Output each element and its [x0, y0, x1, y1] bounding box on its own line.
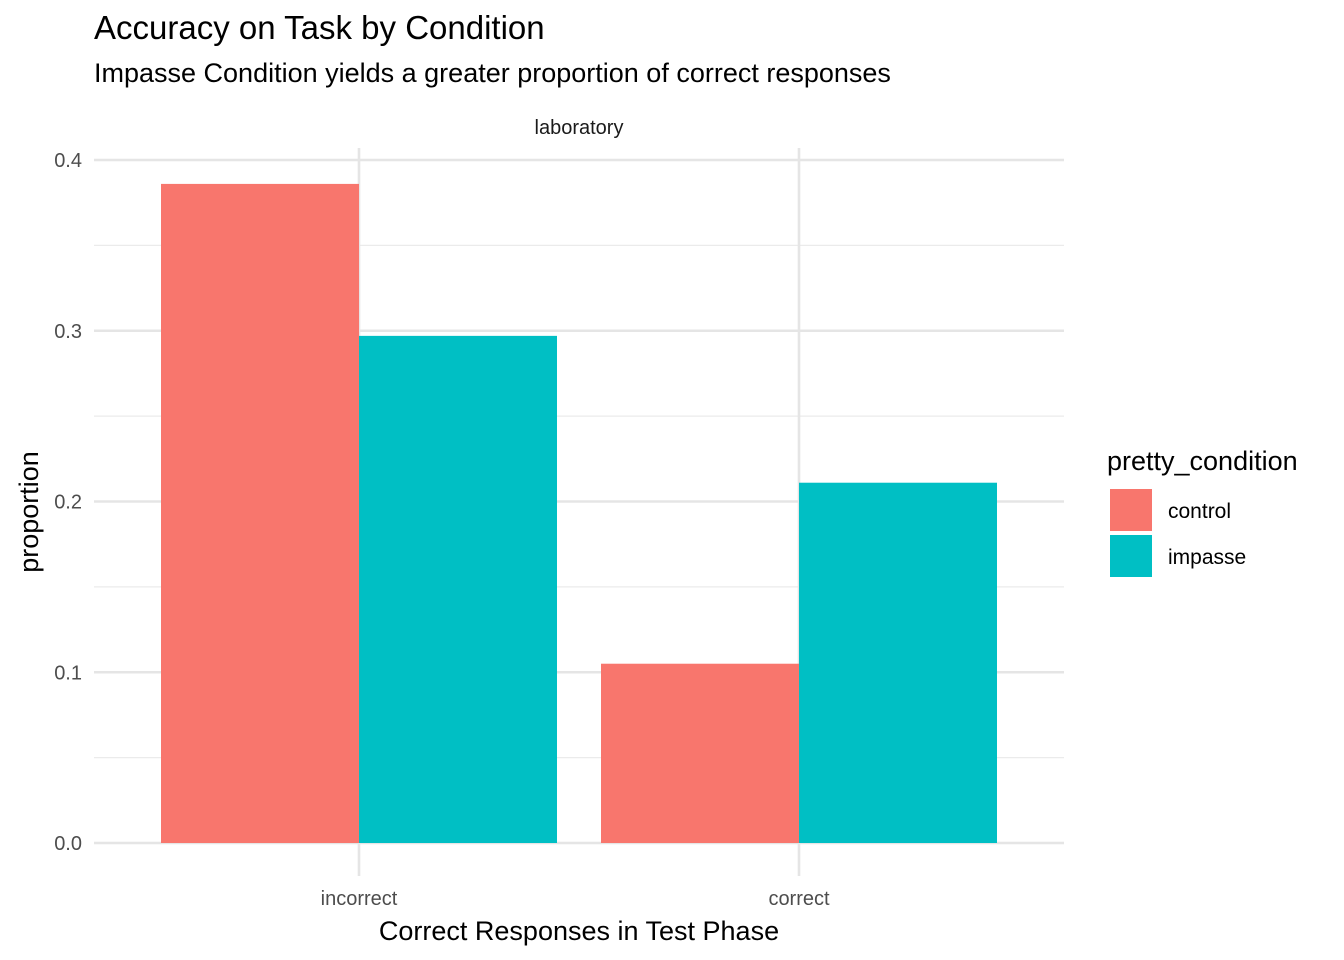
- y-tick-label: 0.4: [54, 150, 82, 172]
- bar-control-correct: [601, 663, 799, 843]
- x-axis-ticks: incorrect correct: [321, 888, 830, 910]
- x-tick-label: incorrect: [321, 888, 398, 910]
- x-axis-title: Correct Responses in Test Phase: [379, 916, 779, 946]
- y-axis-ticks: 0.0 0.1 0.2 0.3 0.4: [54, 150, 82, 855]
- y-tick-label: 0.2: [54, 492, 82, 514]
- y-tick-label: 0.0: [54, 833, 82, 855]
- y-tick-label: 0.1: [54, 662, 82, 684]
- bar-control-incorrect: [161, 183, 359, 843]
- y-axis-title: proportion: [14, 451, 44, 573]
- facet-strip-label: laboratory: [535, 117, 624, 139]
- legend-label-impasse: impasse: [1168, 546, 1246, 569]
- chart-title: Accuracy on Task by Condition: [94, 9, 545, 46]
- legend-label-control: control: [1168, 500, 1231, 523]
- legend-title: pretty_condition: [1107, 446, 1298, 476]
- legend-key-impasse: [1110, 535, 1152, 577]
- legend-key-control: [1110, 489, 1152, 531]
- bar-impasse-correct: [799, 482, 997, 843]
- bar-impasse-incorrect: [359, 335, 557, 843]
- bars: [161, 183, 997, 843]
- y-tick-label: 0.3: [54, 321, 82, 343]
- legend: pretty_condition control impasse: [1107, 446, 1298, 577]
- chart-subtitle: Impasse Condition yields a greater propo…: [94, 58, 891, 88]
- x-tick-label: correct: [768, 888, 830, 910]
